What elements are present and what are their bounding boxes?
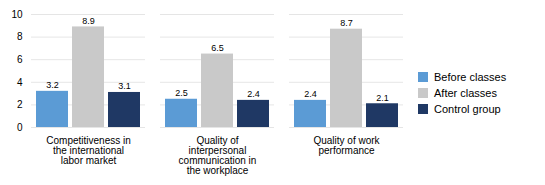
- svg-text:2: 2: [17, 99, 23, 110]
- svg-text:2.1: 2.1: [376, 93, 389, 103]
- svg-text:2.4: 2.4: [247, 89, 260, 99]
- svg-text:8.7: 8.7: [340, 18, 353, 28]
- svg-text:3.2: 3.2: [46, 80, 59, 90]
- svg-text:10: 10: [11, 9, 23, 20]
- svg-text:Competitiveness inthe internat: Competitiveness inthe internationallabor…: [46, 135, 130, 166]
- svg-text:3.1: 3.1: [118, 81, 131, 91]
- html-text:After classes: After classes: [434, 86, 497, 99]
- svg-text:6.5: 6.5: [211, 43, 224, 53]
- svg-text:2.4: 2.4: [304, 89, 317, 99]
- svg-text:6: 6: [17, 54, 23, 65]
- svg-text:8: 8: [17, 31, 23, 42]
- svg-text:Quality of workperformance: Quality of workperformance: [313, 135, 380, 156]
- svg-text:0: 0: [17, 122, 23, 133]
- html-text:Control group: Control group: [434, 102, 501, 115]
- svg-text:8.9: 8.9: [82, 16, 95, 26]
- html-text:Before classes: Before classes: [434, 70, 507, 83]
- svg-text:2.5: 2.5: [175, 88, 188, 98]
- svg-text:4: 4: [17, 77, 23, 88]
- svg-text:Quality ofinterpersonalcommuni: Quality ofinterpersonalcommunication int…: [179, 135, 257, 176]
